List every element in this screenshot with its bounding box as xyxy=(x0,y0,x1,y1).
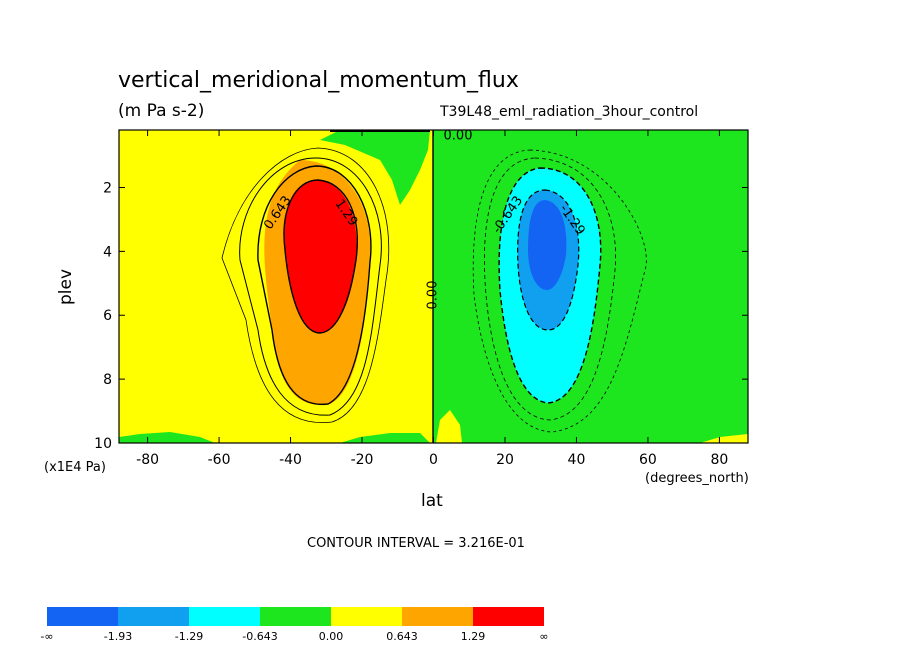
contour-label: 0.00 xyxy=(426,281,441,310)
y-tick-label: 8 xyxy=(103,372,112,388)
contour-negative-1 xyxy=(498,167,602,404)
chart-units: (m Pa s-2) xyxy=(118,101,205,121)
colorbar-swatch xyxy=(402,607,473,626)
x-tick-label: -40 xyxy=(279,452,302,468)
yellow-patch-bottom-right xyxy=(700,434,748,443)
colorbar-tick-label: -0.643 xyxy=(242,630,277,643)
contour-label: 0.00 xyxy=(444,129,473,144)
y-tick-label: 10 xyxy=(94,436,112,452)
y-axis-units: (x1E4 Pa) xyxy=(44,460,106,475)
colorbar-tick-label: -1.29 xyxy=(175,630,203,643)
contour-positive-2 xyxy=(283,179,358,334)
x-tick-label: -60 xyxy=(208,452,231,468)
colorbar-swatch xyxy=(260,607,331,626)
x-ticks: -80 -60 -40 -20 0 20 40 60 80 xyxy=(136,130,728,468)
contour-positive-outer xyxy=(239,157,382,416)
x-axis-units: (degrees_north) xyxy=(645,471,749,486)
yellow-patch-bottom-north xyxy=(436,410,462,443)
contour-positive-1 xyxy=(257,165,372,406)
contour-interval-label: CONTOUR INTERVAL = 3.216E-01 xyxy=(307,536,525,551)
colorbar-tick-label: -1.93 xyxy=(104,630,132,643)
contour-negative-3 xyxy=(484,157,617,421)
colorbar-swatch xyxy=(473,607,544,626)
contour-negative-2 xyxy=(517,189,580,331)
contour-field xyxy=(119,130,748,443)
colorbar-tick-label: 0.643 xyxy=(386,630,418,643)
y-tick-label: 2 xyxy=(103,180,112,196)
x-tick-label: 0 xyxy=(429,452,438,468)
x-tick-label: 20 xyxy=(496,452,514,468)
red-core xyxy=(284,180,357,333)
x-tick-label: 80 xyxy=(710,452,728,468)
dataset-name: T39L48_eml_radiation_3hour_control xyxy=(440,104,699,120)
contour-negative-4 xyxy=(472,149,647,433)
y-tick-label: 4 xyxy=(103,244,112,260)
colorbar-tick-label: ∞ xyxy=(539,630,548,643)
contour-positive-3 xyxy=(221,147,390,424)
green-patch-top xyxy=(320,130,430,205)
x-tick-label: 40 xyxy=(568,452,586,468)
y-ticks: 2 4 6 8 10 xyxy=(94,180,748,452)
x-tick-label: -80 xyxy=(136,452,159,468)
colorbar-swatch xyxy=(47,607,118,626)
dark-blue-core xyxy=(528,200,567,290)
x-tick-label: -20 xyxy=(351,452,374,468)
colorbar-tick-label: 1.29 xyxy=(461,630,486,643)
x-tick-label: 60 xyxy=(639,452,657,468)
colorbar-swatch xyxy=(118,607,189,626)
x-axis-label: lat xyxy=(421,491,443,511)
colorbar-tick-label: 0.00 xyxy=(319,630,344,643)
colorbar-swatch xyxy=(331,607,402,626)
colorbar-swatch xyxy=(189,607,260,626)
green-patch-bottom-left xyxy=(119,432,215,443)
chart-title: vertical_meridional_momentum_flux xyxy=(118,68,519,93)
y-tick-label: 6 xyxy=(103,308,112,324)
colorbar-tick-label: -∞ xyxy=(40,630,53,643)
colorbar: -∞ -1.93 -1.29 -0.643 0.00 0.643 1.29 ∞ xyxy=(40,607,549,643)
